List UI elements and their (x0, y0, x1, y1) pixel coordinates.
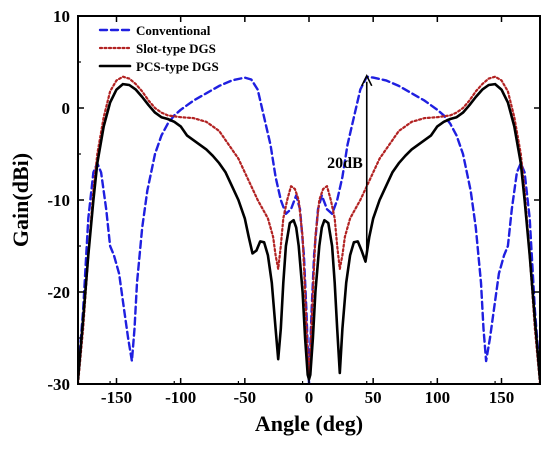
annotation-arrow-head (361, 74, 373, 87)
x-tick-label: 0 (305, 388, 314, 407)
y-tick-label: -20 (47, 283, 70, 302)
legend: Conventional Slot-type DGS PCS-type DGS (98, 23, 219, 74)
x-tick-label: 100 (425, 388, 451, 407)
series-line-slot-type-dgs (78, 75, 540, 384)
series-layer (78, 75, 540, 384)
x-tick-label: -100 (165, 388, 196, 407)
x-tick-label: 50 (365, 388, 382, 407)
legend-label: PCS-type DGS (136, 59, 219, 74)
y-tick-label: -30 (47, 375, 70, 394)
legend-label: Slot-type DGS (136, 41, 216, 56)
series-line-pcs-type-dgs (78, 82, 540, 381)
y-axis-title: Gain(dBi) (8, 153, 33, 247)
series-line-conventional (78, 75, 540, 384)
x-tick-label: -150 (101, 388, 132, 407)
annotation-20db: 20dB (327, 74, 373, 256)
legend-label: Conventional (136, 23, 211, 38)
x-tick-label: -50 (233, 388, 256, 407)
x-axis-title: Angle (deg) (255, 411, 363, 436)
x-tick-label: 150 (489, 388, 515, 407)
y-tick-label: 10 (53, 7, 70, 26)
annotation-label: 20dB (327, 155, 363, 172)
y-tick-label: -10 (47, 191, 70, 210)
y-tick-label: 0 (62, 99, 71, 118)
